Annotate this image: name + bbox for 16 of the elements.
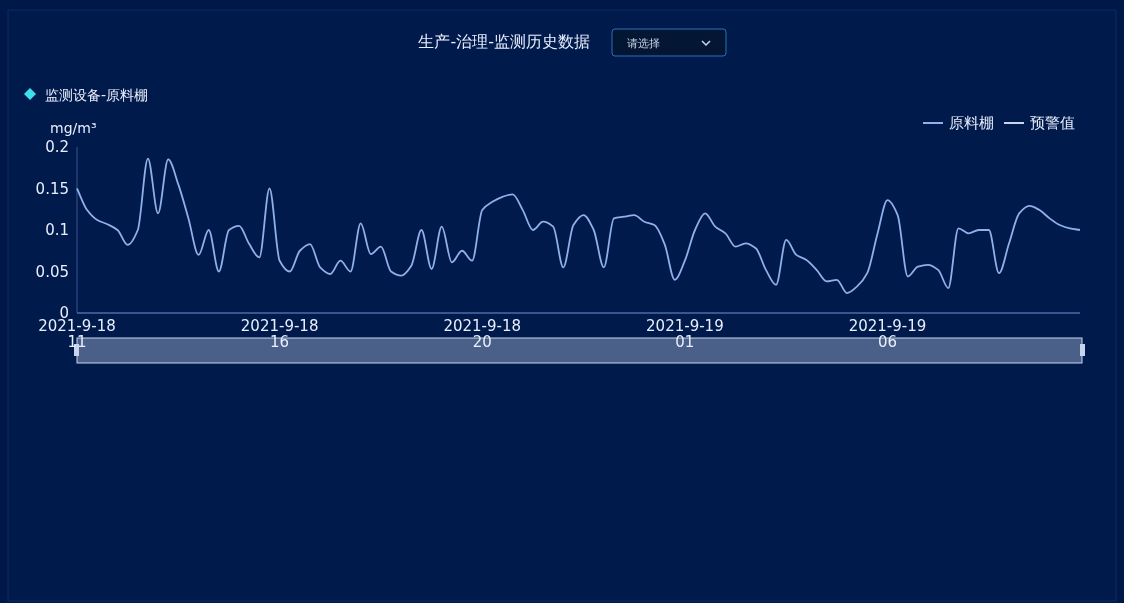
y-tick-label: 0.15: [35, 179, 69, 198]
chart-title: 生产-治理-监测历史数据: [418, 32, 590, 51]
x-tick-label: 2021-9-18 16: [240, 317, 319, 351]
chart-subtitle: 监测设备-原料棚: [45, 87, 149, 103]
line-series: [76, 157, 1081, 294]
x-tick-label: 2021-9-19 06: [848, 317, 927, 351]
y-tick-label: 0.2: [45, 138, 69, 156]
x-tick-label: 2021-9-18 20: [443, 317, 522, 351]
control-dropdown: 请选择: [611, 28, 727, 57]
x-tick-label: 2021-9-19 01: [646, 317, 724, 351]
legend-label: 原料棚: [949, 114, 994, 132]
y-tick-label: 0.05: [35, 262, 69, 281]
legend-label: 预警值: [1030, 114, 1075, 132]
x-tick-label: 2021-9-18 11: [38, 317, 116, 351]
y-axis-title: mg/m³: [50, 120, 97, 136]
y-tick-label: 0.1: [45, 221, 69, 239]
